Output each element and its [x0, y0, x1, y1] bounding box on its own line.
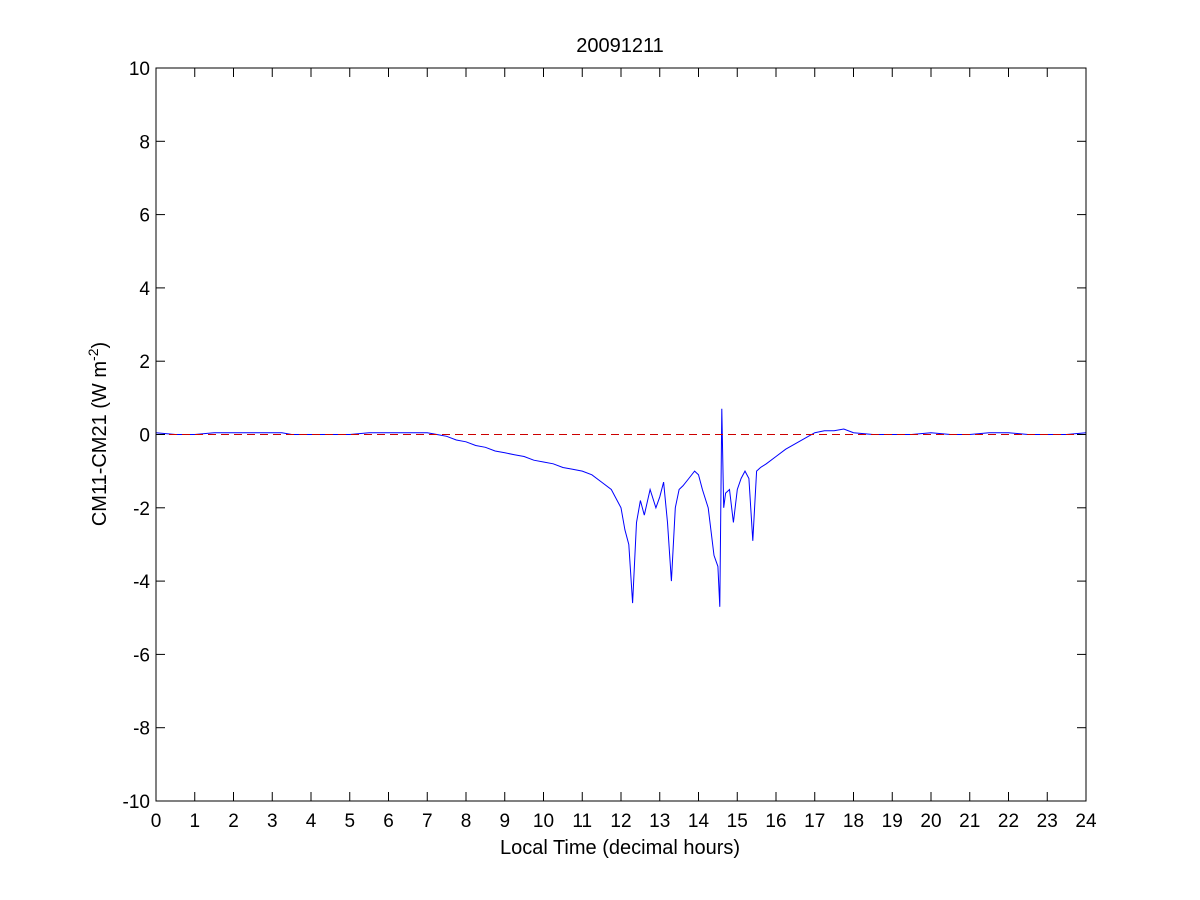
y-tick-label: -6 [133, 645, 150, 666]
y-axis-label: CM11-CM21 (W m-2) [85, 342, 111, 526]
y-tick-label: 2 [139, 352, 150, 373]
series-layer [155, 408, 1087, 607]
x-tick-label: 22 [998, 811, 1019, 832]
y-tick-label: 8 [139, 132, 150, 153]
x-tick-label: 23 [1037, 811, 1058, 832]
x-tick-label: 21 [959, 811, 980, 832]
y-tick-label: -2 [133, 499, 150, 520]
x-tick-label: 20 [920, 811, 941, 832]
x-tick-label: 1 [189, 811, 200, 832]
y-tick-label: 10 [129, 59, 150, 80]
x-tick-label: 8 [461, 811, 472, 832]
y-tick-label: -4 [133, 572, 150, 593]
plot-area: 0 1 2 3 4 5 6 7 8 9 10 11 12 13 14 15 16 17 18 19 20 21 22 23 24… [123, 59, 1097, 832]
x-tick-label: 10 [533, 811, 554, 832]
y-axis-label-prefix: CM11-CM21 (W m [89, 361, 111, 526]
y-axis-label-superscript: -2 [85, 348, 101, 361]
x-tick-label: 6 [383, 811, 394, 832]
x-tick-label: 0 [151, 811, 162, 832]
x-tick-label: 9 [499, 811, 510, 832]
x-tick-label: 15 [727, 811, 748, 832]
x-tick-label: 4 [306, 811, 317, 832]
ticks-layer: 0 1 2 3 4 5 6 7 8 9 10 11 12 13 14 15 16 17 18 19 20 21 22 23 24… [123, 59, 1097, 832]
x-tick-label: 19 [882, 811, 903, 832]
x-tick-label: 24 [1075, 811, 1097, 832]
series-line [155, 408, 1087, 607]
x-tick-label: 12 [610, 811, 631, 832]
x-axis-label: Local Time (decimal hours) [500, 837, 740, 859]
chart-title: 20091211 [576, 35, 664, 57]
y-tick-label: 0 [139, 426, 150, 447]
x-tick-label: 2 [228, 811, 239, 832]
x-tick-label: 11 [572, 811, 592, 832]
y-tick-label: -10 [123, 792, 150, 813]
y-axis-label-suffix: ) [89, 342, 111, 349]
y-tick-label: 4 [139, 279, 150, 300]
x-tick-label: 17 [804, 811, 825, 832]
x-tick-label: 18 [843, 811, 864, 832]
x-tick-label: 7 [422, 811, 433, 832]
y-tick-label: -8 [133, 719, 150, 740]
x-tick-label: 13 [649, 811, 670, 832]
x-tick-label: 5 [344, 811, 355, 832]
x-tick-label: 14 [688, 811, 710, 832]
y-tick-label: 6 [139, 206, 150, 227]
x-tick-label: 16 [765, 811, 786, 832]
x-tick-label: 3 [267, 811, 278, 832]
